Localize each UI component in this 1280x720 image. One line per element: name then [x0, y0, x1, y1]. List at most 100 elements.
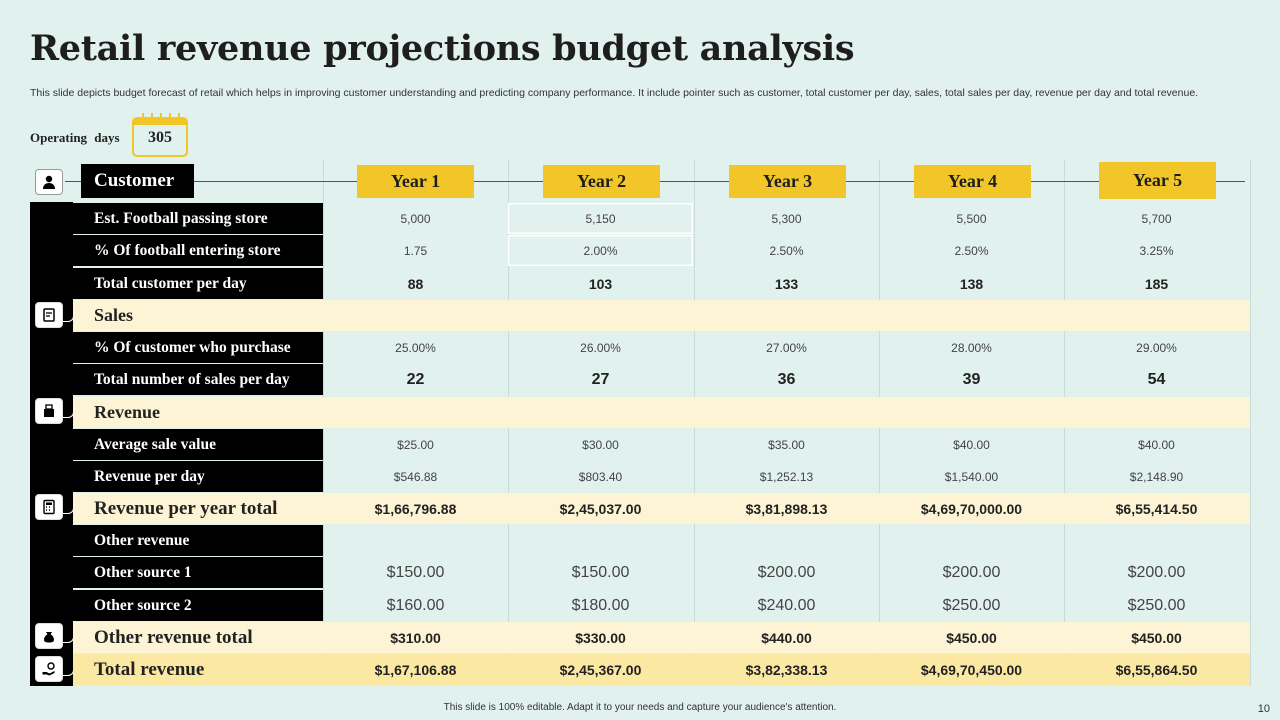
row-label: % Of football entering store — [73, 235, 323, 266]
table-cell — [508, 300, 693, 331]
table-cell: 2.50% — [769, 243, 804, 258]
table-cell: 27 — [591, 370, 610, 388]
sales-cart-icon — [35, 302, 63, 328]
table-cell: $310.00 — [390, 629, 441, 646]
table-cell: 185 — [1144, 275, 1169, 292]
table-cell — [323, 300, 508, 331]
row-band — [73, 493, 1250, 524]
slide-description: This slide depicts budget forecast of re… — [30, 87, 1199, 99]
table-cell — [1064, 525, 1249, 556]
table-cell — [879, 300, 1064, 331]
row-label: Revenue per year total — [94, 497, 278, 519]
table-cell: $450.00 — [946, 629, 997, 646]
row-label: Average sale value — [73, 429, 323, 460]
table-cell — [508, 397, 693, 428]
table-cell: $2,45,037.00 — [559, 500, 642, 517]
year-header-3: Year 3 — [729, 165, 846, 198]
table-cell: 36 — [777, 370, 796, 388]
table-cell: $150.00 — [386, 563, 445, 581]
table-cell: $6,55,864.50 — [1115, 661, 1198, 678]
table-cell: $6,55,414.50 — [1115, 500, 1198, 517]
row-label: Other revenue total — [94, 626, 253, 648]
row-band — [73, 397, 1250, 428]
row-label: Sales — [94, 305, 134, 325]
customer-header: Customer — [81, 164, 194, 198]
table-cell — [1064, 397, 1249, 428]
row-label: Est. Football passing store — [73, 203, 323, 234]
table-cell: $25.00 — [397, 437, 434, 452]
row-band — [73, 622, 1250, 653]
hand-coin-icon — [35, 656, 63, 682]
year-header-2: Year 2 — [543, 165, 660, 198]
table-cell — [694, 300, 879, 331]
footer-note: This slide is 100% editable. Adapt it to… — [443, 702, 837, 713]
row-label: Other revenue — [73, 525, 323, 556]
table-cell: 54 — [1147, 370, 1166, 388]
revenue-calculator-icon — [35, 494, 63, 520]
table-cell: 2.00% — [508, 235, 693, 266]
table-cell: $4,69,70,000.00 — [920, 500, 1023, 517]
table-cell: $3,81,898.13 — [745, 500, 828, 517]
table-cell: $546.88 — [393, 469, 438, 484]
year-header-4: Year 4 — [914, 165, 1031, 198]
table-cell: $2,45,367.00 — [559, 661, 642, 678]
table-cell: 2.50% — [954, 243, 989, 258]
table-cell — [1064, 300, 1249, 331]
operating-days-value: 305 — [148, 129, 172, 146]
table-cell: 5,000 — [400, 211, 431, 226]
table-cell: 133 — [774, 275, 799, 292]
table-cell: $803.40 — [578, 469, 623, 484]
table-cell: $1,252.13 — [759, 469, 814, 484]
row-label: Total customer per day — [73, 268, 323, 299]
table-cell: $440.00 — [761, 629, 812, 646]
year-header-1: Year 1 — [357, 165, 474, 198]
table-cell: 39 — [962, 370, 981, 388]
table-cell: 88 — [407, 275, 424, 292]
calendar-icon: 305 — [132, 113, 188, 157]
table-cell: 5,150 — [508, 203, 693, 234]
table-cell: $240.00 — [757, 596, 816, 614]
table-cell: $250.00 — [942, 596, 1001, 614]
page-title: Retail revenue projections budget analys… — [30, 28, 855, 69]
table-cell — [323, 525, 508, 556]
table-cell: 138 — [959, 275, 984, 292]
table-cell — [879, 525, 1064, 556]
table-cell: 25.00% — [395, 340, 436, 355]
table-cell: 29.00% — [1136, 340, 1177, 355]
table-cell: $3,82,338.13 — [745, 661, 828, 678]
page-number: 10 — [1257, 703, 1270, 715]
table-cell: $1,67,106.88 — [374, 661, 457, 678]
row-band — [73, 300, 1250, 331]
revenue-register-icon — [35, 398, 63, 424]
customer-icon — [35, 169, 63, 195]
row-label: Revenue per day — [73, 461, 323, 492]
table-cell: $200.00 — [942, 563, 1001, 581]
row-label: Other source 1 — [73, 557, 323, 588]
table-cell: $35.00 — [768, 437, 805, 452]
table-cell: $1,66,796.88 — [374, 500, 457, 517]
table-cell — [694, 525, 879, 556]
row-label: Other source 2 — [73, 590, 323, 621]
row-label: Revenue — [94, 402, 160, 422]
table-cell: 103 — [588, 275, 613, 292]
grid-line — [1250, 160, 1251, 686]
table-cell: 1.75 — [403, 243, 428, 258]
table-cell: $40.00 — [1138, 437, 1175, 452]
table-cell — [879, 397, 1064, 428]
table-cell: 26.00% — [580, 340, 621, 355]
table-cell — [323, 397, 508, 428]
table-cell: 28.00% — [951, 340, 992, 355]
table-cell: $200.00 — [757, 563, 816, 581]
money-bag-icon — [35, 623, 63, 649]
table-cell: $330.00 — [575, 629, 626, 646]
table-cell: $450.00 — [1131, 629, 1182, 646]
table-cell: 22 — [406, 370, 425, 388]
table-cell: 5,300 — [771, 211, 802, 226]
table-cell: $150.00 — [571, 563, 630, 581]
table-cell: $250.00 — [1127, 596, 1186, 614]
table-cell — [694, 397, 879, 428]
table-cell: $2,148.90 — [1129, 469, 1184, 484]
table-cell: $1,540.00 — [944, 469, 999, 484]
table-cell: $30.00 — [582, 437, 619, 452]
table-cell: $4,69,70,450.00 — [920, 661, 1023, 678]
